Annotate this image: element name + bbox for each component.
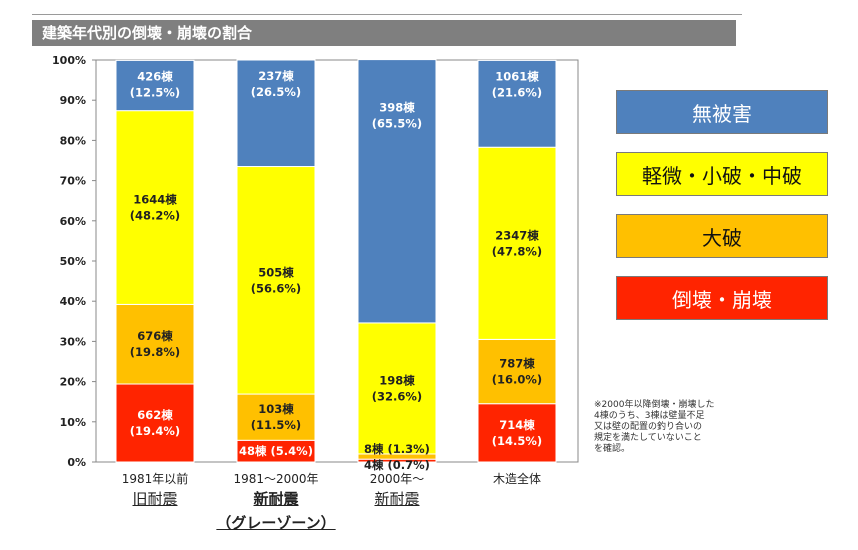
y-tick-label: 30% — [60, 335, 86, 348]
bar-segment — [236, 166, 316, 395]
data-label: 237棟 — [258, 69, 294, 83]
data-label: 787棟 — [499, 357, 535, 371]
data-label: (11.5%) — [251, 418, 301, 432]
category-sublabel: （グレーゾーン） — [216, 514, 336, 532]
y-tick-label: 40% — [60, 295, 86, 308]
x-tick-label: 1981～2000年 — [233, 472, 318, 486]
data-label: (26.5%) — [251, 85, 301, 99]
data-label: 2347棟 — [495, 228, 539, 242]
category-sublabel: 新耐震 — [374, 490, 420, 508]
legend-item: 無被害 — [616, 90, 828, 134]
y-tick-label: 60% — [60, 215, 86, 228]
footnote: ※2000年以降倒壊・崩壊した 4棟のうち、3棟は壁量不足 又は壁の配置の釣り合… — [594, 400, 715, 454]
y-tick-label: 90% — [60, 94, 86, 107]
data-label: (32.6%) — [372, 389, 422, 403]
bar-segment — [236, 59, 316, 168]
bar-segment — [115, 383, 195, 463]
data-label: 426棟 — [137, 69, 173, 83]
x-tick-label: 1981年以前 — [122, 471, 189, 486]
chart-title: 建築年代別の倒壊・崩壊の割合 — [32, 20, 736, 46]
bar-segment — [115, 110, 195, 305]
bar-segment — [477, 338, 557, 405]
bar-segment — [477, 59, 557, 148]
x-tick-label: 2000年～ — [370, 472, 425, 486]
bar-segment — [477, 146, 557, 340]
legend-item: 大破 — [616, 214, 828, 258]
data-label: 1061棟 — [495, 69, 539, 83]
bar-segment — [477, 403, 557, 463]
data-label: 676棟 — [137, 329, 173, 343]
bar-segment — [236, 393, 316, 441]
data-label: (19.8%) — [130, 345, 180, 359]
category-sublabel: 旧耐震 — [132, 490, 178, 508]
bar-segment — [357, 59, 437, 324]
data-label: 714棟 — [499, 418, 535, 432]
y-tick-label: 50% — [60, 255, 86, 268]
y-tick-label: 20% — [60, 376, 86, 389]
data-label: (19.4%) — [130, 424, 180, 438]
data-label: 398棟 — [379, 101, 415, 115]
data-label: 662棟 — [137, 408, 173, 422]
data-label: (16.0%) — [492, 373, 542, 387]
legend-item: 軽微・小破・中破 — [616, 152, 828, 196]
y-tick-label: 100% — [52, 54, 86, 67]
data-label: (48.2%) — [130, 209, 180, 223]
data-label: 48棟 (5.4%) — [239, 444, 313, 458]
title-top-rule — [32, 14, 742, 15]
data-label: 505棟 — [258, 265, 294, 279]
data-label: (65.5%) — [372, 117, 422, 131]
data-label: 103棟 — [258, 402, 294, 416]
bar-segment — [357, 322, 437, 455]
data-label: (47.8%) — [492, 244, 542, 258]
data-label: 4棟 (0.7%) — [364, 458, 430, 472]
data-label: 8棟 (1.3%) — [364, 442, 430, 456]
bar-segment — [115, 59, 195, 112]
y-tick-label: 10% — [60, 416, 86, 429]
y-tick-label: 70% — [60, 175, 86, 188]
y-tick-label: 80% — [60, 134, 86, 147]
legend-item: 倒壊・崩壊 — [616, 276, 828, 320]
data-label: 198棟 — [379, 373, 415, 387]
y-tick-label: 0% — [67, 456, 86, 469]
x-tick-label: 木造全体 — [493, 471, 541, 486]
data-label: 1644棟 — [133, 193, 177, 207]
data-label: (56.6%) — [251, 281, 301, 295]
data-label: (12.5%) — [130, 85, 180, 99]
data-label: (14.5%) — [492, 434, 542, 448]
category-sublabel: 新耐震 — [253, 490, 299, 508]
bar-segment — [115, 303, 195, 385]
data-label: (21.6%) — [492, 85, 542, 99]
